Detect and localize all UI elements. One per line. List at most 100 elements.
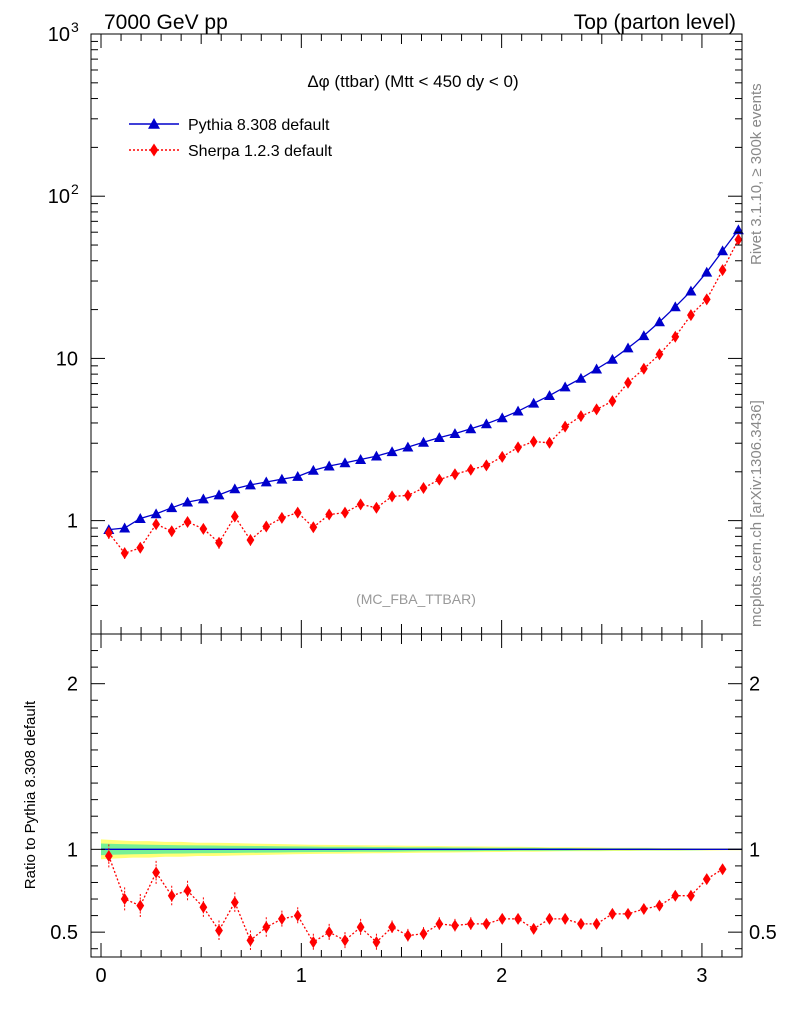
- series-0-point-15: [339, 457, 351, 468]
- series-1-point-39: [718, 264, 727, 277]
- series-1-point-33: [624, 376, 632, 389]
- series-1-point-32: [608, 395, 617, 408]
- series-1-point-22: [451, 468, 459, 481]
- series-0-point-8: [229, 483, 241, 494]
- series-1-point-34: [639, 362, 648, 375]
- series-1-point-37: [687, 309, 695, 322]
- series-1-point-0: [104, 526, 113, 539]
- series-0-point-10: [260, 476, 272, 487]
- ratio-series-0-point-36: [671, 889, 680, 902]
- series-0-point-4: [166, 502, 178, 513]
- series-1-point-1: [120, 547, 129, 560]
- series-1-point-6: [199, 522, 208, 535]
- ratio-series-0-point-21: [435, 917, 444, 930]
- series-0-point-23: [465, 423, 477, 434]
- series-1-point-31: [592, 403, 601, 416]
- ratio-ytick-label-right-1: 1: [749, 839, 760, 861]
- series-0-point-12: [292, 471, 304, 481]
- series-1-point-40: [734, 233, 743, 246]
- series-0-point-38: [701, 266, 713, 277]
- series-1-point-38: [702, 293, 711, 306]
- main-ytick-label-3: 10: [48, 24, 70, 46]
- series-0-point-18: [386, 446, 398, 457]
- header-left: 7000 GeV pp: [104, 11, 228, 34]
- series-1-point-5: [183, 516, 192, 529]
- legend-label-0: Pythia 8.308 default: [188, 117, 330, 134]
- ratio-series-0-point-17: [372, 936, 381, 949]
- series-1-point-35: [655, 348, 664, 361]
- series-0-point-28: [544, 390, 556, 400]
- series-0-point-14: [323, 460, 335, 471]
- ratio-series-0-point-34: [639, 902, 648, 915]
- ratio-series-0-point-16: [356, 921, 365, 934]
- ratio-series-0-point-10: [262, 921, 271, 934]
- series-0-point-22: [449, 428, 461, 438]
- series-1-point-17: [372, 501, 381, 514]
- series-0-point-5: [182, 496, 194, 507]
- ratio-series-0-point-5: [183, 884, 192, 897]
- ratio-series-0-point-13: [309, 936, 318, 949]
- ratio-series-0-point-1: [120, 893, 129, 906]
- ratio-series-0-point-33: [624, 907, 632, 920]
- ratio-series-0-point-4: [167, 889, 176, 902]
- series-0-point-11: [276, 473, 288, 484]
- main-ytick-label-0: 1: [67, 511, 78, 533]
- ratio-ticks: 0.5 0.5 1 1 2 2 0 1 2 3: [50, 634, 777, 987]
- ratio-xtick-label-2: 2: [496, 965, 507, 987]
- series-1-point-14: [325, 508, 334, 521]
- series-1-point-30: [577, 410, 585, 423]
- series-0-point-13: [307, 464, 319, 475]
- ratio-ytick-label-right-0: 0.5: [749, 922, 777, 944]
- series-1-point-29: [561, 420, 570, 433]
- series-1-point-36: [671, 330, 680, 343]
- legend-marker-0: [148, 118, 160, 129]
- series-0-point-20: [418, 436, 430, 447]
- series-0-point-3: [150, 508, 162, 519]
- series-0-point-6: [197, 493, 209, 504]
- series-1-line: [108, 239, 739, 554]
- series-0-point-30: [575, 372, 587, 383]
- main-ytick-sup-2: 2: [71, 181, 79, 197]
- series-0-point-33: [622, 342, 634, 353]
- series-0-point-16: [355, 454, 367, 464]
- ratio-series-0-point-39: [718, 863, 727, 876]
- series-1-point-19: [403, 489, 412, 502]
- ratio-ylabel: Ratio to Pythia 8.308 default: [22, 700, 39, 889]
- ratio-series-0-point-38: [702, 873, 711, 886]
- ratio-series-0-point-18: [388, 921, 396, 934]
- series-0-point-35: [653, 316, 665, 327]
- ratio-xtick-label-0: 0: [95, 965, 106, 987]
- series-1-point-24: [482, 459, 491, 472]
- series-1-point-16: [356, 498, 365, 511]
- series-0-point-34: [638, 330, 650, 341]
- series-1-point-10: [262, 520, 271, 533]
- watermark: (MC_FBA_TTBAR): [356, 591, 476, 607]
- ratio-frame: [90, 633, 743, 958]
- series-1-point-11: [277, 511, 286, 524]
- ratio-series-0-point-28: [545, 912, 554, 925]
- ratio-series-0-point-20: [419, 927, 428, 940]
- series-0-point-39: [717, 245, 729, 256]
- ratio-series-0-point-11: [277, 912, 286, 925]
- series-0-point-27: [528, 397, 540, 408]
- series-0-point-32: [606, 353, 618, 364]
- series-0-point-29: [559, 381, 571, 392]
- main-ytick-label-1: 10: [56, 348, 78, 370]
- ratio-series-0-point-6: [199, 901, 208, 914]
- series-1-point-23: [466, 463, 475, 476]
- series-1-point-25: [498, 450, 507, 463]
- series-1-point-9: [246, 533, 255, 546]
- ratio-series-0-point-14: [325, 926, 334, 939]
- series-0-point-2: [134, 513, 146, 523]
- series-0-point-36: [669, 301, 681, 312]
- ratio-ytick-label-left-0: 0.5: [50, 922, 78, 944]
- header-right: Top (parton level): [574, 11, 736, 34]
- ratio-xtick-label-3: 3: [696, 965, 707, 987]
- series-1-point-27: [529, 435, 538, 448]
- series-0-point-21: [433, 432, 445, 442]
- mcplots-label: mcplots.cern.ch [arXiv:1306.3436]: [748, 400, 765, 627]
- ratio-panel: 0.5 0.5 1 1 2 2 0 1 2 3 Ratio to Pythia 8.308 def…: [22, 633, 777, 987]
- ratio-series-0-point-12: [293, 909, 302, 922]
- ratio-series-0-point-29: [561, 912, 570, 925]
